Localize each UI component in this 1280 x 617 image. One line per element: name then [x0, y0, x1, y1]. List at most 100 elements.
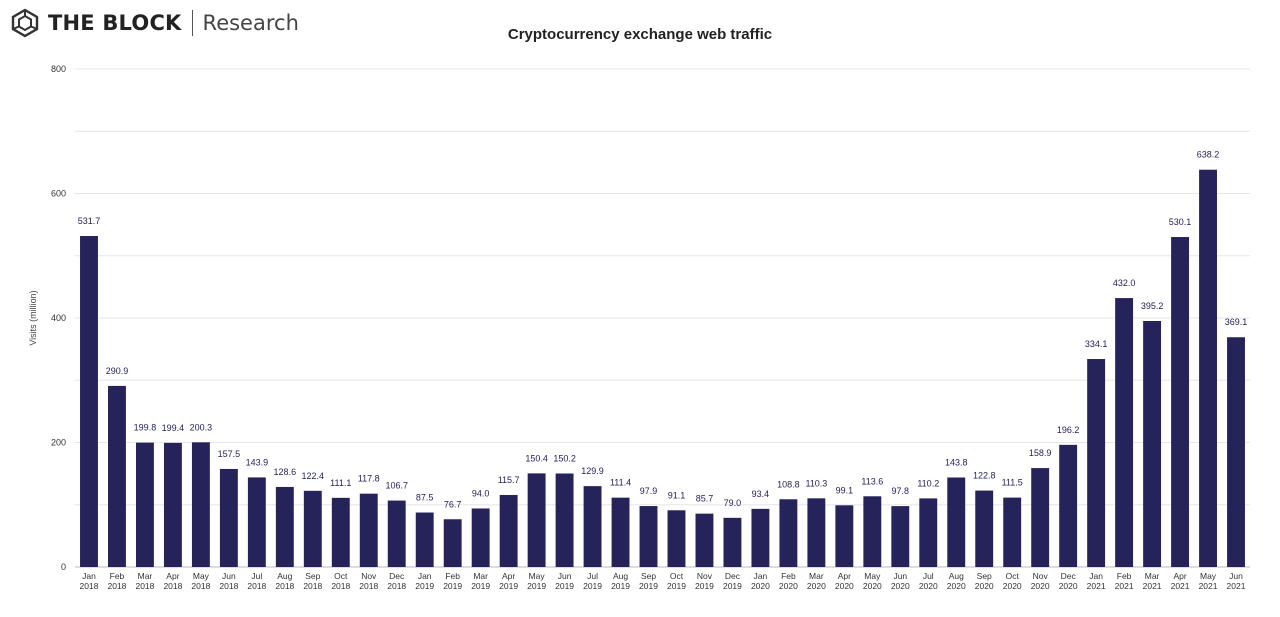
data-label: 111.1 [330, 478, 351, 488]
data-label: 117.8 [358, 474, 380, 484]
x-tick-label-month: Dec [725, 571, 741, 581]
y-axis-label: Visits (million) [28, 290, 38, 345]
data-label: 531.7 [78, 216, 101, 226]
y-tick-label: 0 [61, 562, 66, 572]
bar [247, 477, 266, 567]
bar [1031, 468, 1050, 567]
x-tick-label-month: Mar [809, 571, 824, 581]
bar [583, 486, 602, 567]
x-tick-label-year: 2018 [108, 581, 127, 591]
x-tick-label-month: Jun [1229, 571, 1243, 581]
x-tick-label-month: Apr [838, 571, 851, 581]
x-tick-label-year: 2020 [863, 581, 882, 591]
data-label: 157.5 [218, 449, 241, 459]
x-tick-label-year: 2019 [443, 581, 462, 591]
data-label: 111.5 [1002, 478, 1023, 488]
bar [1087, 359, 1106, 567]
x-tick-label-year: 2019 [639, 581, 658, 591]
x-tick-label-year: 2020 [947, 581, 966, 591]
x-tick-label-month: Aug [277, 571, 292, 581]
data-label: 97.9 [640, 486, 658, 496]
x-tick-label-month: Jan [1089, 571, 1103, 581]
bar [219, 468, 238, 567]
data-label: 158.9 [1029, 448, 1052, 458]
x-tick-label-month: Jan [418, 571, 432, 581]
data-label: 290.9 [106, 366, 129, 376]
x-tick-label-month: Nov [697, 571, 713, 581]
x-tick-label-month: Aug [613, 571, 628, 581]
data-label: 93.4 [752, 489, 770, 499]
x-tick-label-year: 2019 [583, 581, 602, 591]
x-tick-label-year: 2019 [527, 581, 546, 591]
bar [1199, 169, 1217, 567]
data-label: 110.2 [917, 478, 939, 488]
x-tick-label-year: 2019 [471, 581, 490, 591]
y-tick-label: 800 [51, 64, 66, 74]
x-tick-label-year: 2020 [919, 581, 938, 591]
x-tick-label-month: Jun [222, 571, 236, 581]
data-label: 122.8 [973, 471, 996, 481]
x-tick-label-year: 2020 [835, 581, 854, 591]
bar [779, 499, 798, 567]
data-label: 200.3 [190, 422, 213, 432]
x-tick-label-month: Jan [82, 571, 96, 581]
data-label: 122.4 [302, 471, 325, 481]
x-tick-label-year: 2019 [415, 581, 434, 591]
data-label: 150.2 [553, 454, 576, 464]
x-tick-label-month: Jul [587, 571, 598, 581]
y-tick-label: 600 [51, 189, 66, 199]
x-tick-label-year: 2019 [555, 581, 574, 591]
x-tick-label-month: Feb [781, 571, 796, 581]
x-tick-label-month: Nov [1033, 571, 1049, 581]
data-label: 369.1 [1225, 317, 1248, 327]
x-tick-label-year: 2018 [387, 581, 406, 591]
x-tick-label-month: Feb [445, 571, 460, 581]
x-tick-label-year: 2018 [275, 581, 294, 591]
x-tick-label-month: Jul [923, 571, 934, 581]
x-tick-label-month: Apr [166, 571, 179, 581]
x-tick-label-year: 2018 [359, 581, 378, 591]
x-tick-label-year: 2020 [1059, 581, 1078, 591]
data-label: 199.4 [162, 423, 185, 433]
data-label: 94.0 [472, 488, 490, 498]
x-tick-label-month: Sep [977, 571, 992, 581]
x-tick-label-month: Sep [305, 571, 320, 581]
x-tick-label-year: 2018 [331, 581, 350, 591]
data-label: 113.6 [861, 476, 883, 486]
x-tick-label-year: 2020 [1031, 581, 1050, 591]
data-label: 150.4 [525, 453, 548, 463]
data-label: 111.4 [610, 478, 631, 488]
bar [471, 508, 490, 567]
data-label: 128.6 [274, 467, 297, 477]
x-tick-label-year: 2018 [163, 581, 182, 591]
x-tick-label-month: Apr [1173, 571, 1186, 581]
bar [667, 510, 686, 567]
brand-subtitle: Research [202, 11, 299, 35]
data-label: 106.7 [385, 481, 408, 491]
chart-title: Cryptocurrency exchange web traffic [507, 26, 773, 43]
data-label: 199.8 [134, 423, 157, 433]
bar [359, 493, 378, 567]
data-label: 143.9 [246, 457, 269, 467]
the-block-cube-logo-icon [10, 8, 40, 38]
bar [1059, 444, 1078, 567]
x-tick-label-month: Sep [641, 571, 656, 581]
bar [275, 486, 294, 567]
bar [975, 490, 994, 567]
x-tick-label-month: May [193, 571, 210, 581]
x-tick-label-month: Dec [1061, 571, 1077, 581]
x-tick-label-month: Oct [1006, 571, 1020, 581]
data-label: 530.1 [1169, 217, 1192, 227]
brand-name: THE BLOCK [48, 11, 182, 35]
data-label: 110.3 [805, 478, 827, 488]
brand-divider [191, 10, 193, 36]
x-tick-label-year: 2019 [611, 581, 630, 591]
bar [527, 473, 546, 567]
x-tick-label-year: 2020 [891, 581, 910, 591]
x-tick-label-month: Apr [502, 571, 515, 581]
x-tick-label-month: Nov [361, 571, 377, 581]
bar [1143, 320, 1162, 567]
data-label: 395.2 [1141, 301, 1164, 311]
x-tick-label-month: Feb [1117, 571, 1132, 581]
